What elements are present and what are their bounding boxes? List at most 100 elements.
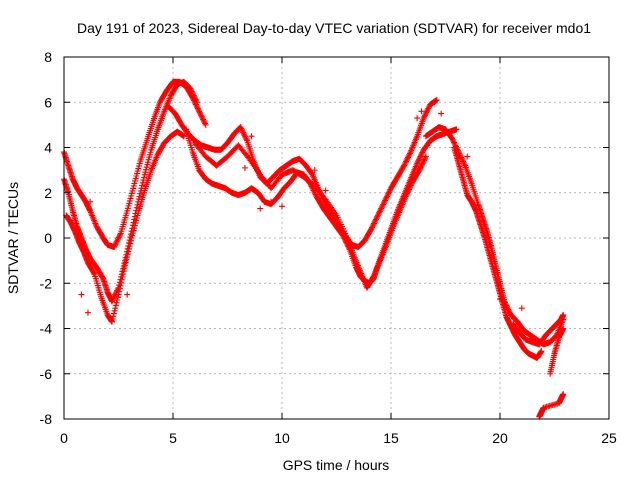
- data-point: [405, 187, 412, 194]
- y-axis-label: SDTVAR / TECUs: [5, 182, 21, 294]
- data-point: [375, 211, 382, 218]
- data-point: [113, 238, 120, 245]
- data-point: [416, 156, 423, 163]
- data-point: [110, 310, 117, 317]
- data-point: [114, 237, 121, 244]
- data-point: [198, 112, 205, 119]
- x-tick-label: 20: [492, 430, 508, 446]
- data-point: [406, 185, 413, 192]
- data-point: [116, 288, 123, 295]
- data-point: [449, 136, 456, 143]
- data-point: [123, 256, 130, 263]
- data-point: [202, 121, 209, 128]
- data-point: [199, 115, 206, 122]
- data-point: [381, 198, 388, 205]
- data-point: [188, 87, 195, 94]
- data-point: [112, 241, 119, 248]
- data-point: [461, 161, 468, 168]
- data-point: [424, 106, 431, 113]
- data-point: [125, 245, 132, 252]
- data-point: [376, 209, 383, 216]
- data-point: [369, 223, 376, 230]
- data-point: [200, 116, 207, 123]
- y-tick-label: 6: [44, 94, 52, 110]
- data-point: [125, 248, 132, 255]
- data-point: [133, 204, 140, 211]
- data-point: [405, 154, 412, 161]
- chart-title: Day 191 of 2023, Sidereal Day-to-day VTE…: [77, 20, 591, 36]
- data-point: [407, 183, 414, 190]
- data-point: [196, 108, 203, 115]
- data-point: [560, 391, 567, 398]
- data-point: [378, 205, 385, 212]
- data-point: [383, 194, 390, 201]
- data-point: [422, 153, 429, 160]
- y-tick-label: 8: [44, 49, 52, 65]
- data-point: [340, 234, 347, 241]
- data-point: [401, 161, 408, 168]
- data-point: [312, 191, 319, 198]
- data-point: [238, 125, 245, 132]
- data-point: [560, 325, 567, 332]
- data-point: [378, 204, 385, 211]
- data-point: [416, 167, 423, 174]
- data-point: [87, 198, 94, 205]
- data-point: [423, 109, 430, 116]
- y-tick-label: 4: [44, 140, 52, 156]
- data-point: [374, 212, 381, 219]
- data-point: [369, 224, 376, 231]
- data-point: [460, 159, 467, 166]
- data-point: [414, 158, 421, 165]
- data-point: [382, 196, 389, 203]
- data-point: [189, 89, 196, 96]
- data-point: [112, 302, 119, 309]
- y-tick-labels: -8 -6 -4 -2 0 2 4 6 8: [40, 49, 53, 427]
- x-tick-label: 15: [383, 430, 399, 446]
- axis-ticks: [63, 56, 610, 420]
- data-point: [414, 115, 421, 122]
- data-point: [115, 235, 122, 242]
- data-point: [404, 189, 411, 196]
- data-point: [420, 115, 427, 122]
- data-point: [372, 216, 379, 223]
- data-point: [111, 307, 118, 314]
- y-tick-label: -6: [40, 366, 53, 382]
- data-point: [404, 155, 411, 162]
- data-point: [425, 105, 432, 112]
- x-tick-label: 25: [601, 430, 617, 446]
- data-point: [417, 153, 424, 160]
- data-point: [110, 313, 117, 320]
- data-point: [374, 213, 381, 220]
- data-point: [386, 187, 393, 194]
- data-point: [113, 299, 120, 306]
- data-point: [113, 239, 120, 246]
- data-point: [116, 233, 123, 240]
- data-point: [192, 96, 199, 103]
- data-point: [119, 273, 126, 280]
- data-point: [370, 220, 377, 227]
- data-point: [136, 193, 143, 200]
- data-point: [425, 104, 432, 111]
- data-point: [449, 135, 456, 142]
- data-point: [450, 138, 457, 145]
- data-point: [279, 203, 285, 210]
- data-point: [377, 206, 384, 213]
- data-point: [195, 106, 202, 113]
- x-axis-label: GPS time / hours: [283, 457, 390, 473]
- data-point: [385, 190, 392, 197]
- data-point: [118, 276, 125, 283]
- data-point: [124, 251, 131, 258]
- data-point: [193, 99, 200, 106]
- data-point: [126, 243, 133, 250]
- data-point: [386, 189, 393, 196]
- data-point: [407, 182, 414, 189]
- data-point: [240, 129, 247, 136]
- data-point: [90, 270, 97, 277]
- data-point: [240, 130, 247, 137]
- y-tick-label: -8: [40, 411, 53, 427]
- data-point: [380, 200, 387, 207]
- data-point: [139, 182, 146, 189]
- data-point: [120, 268, 127, 275]
- data-point: [457, 153, 464, 160]
